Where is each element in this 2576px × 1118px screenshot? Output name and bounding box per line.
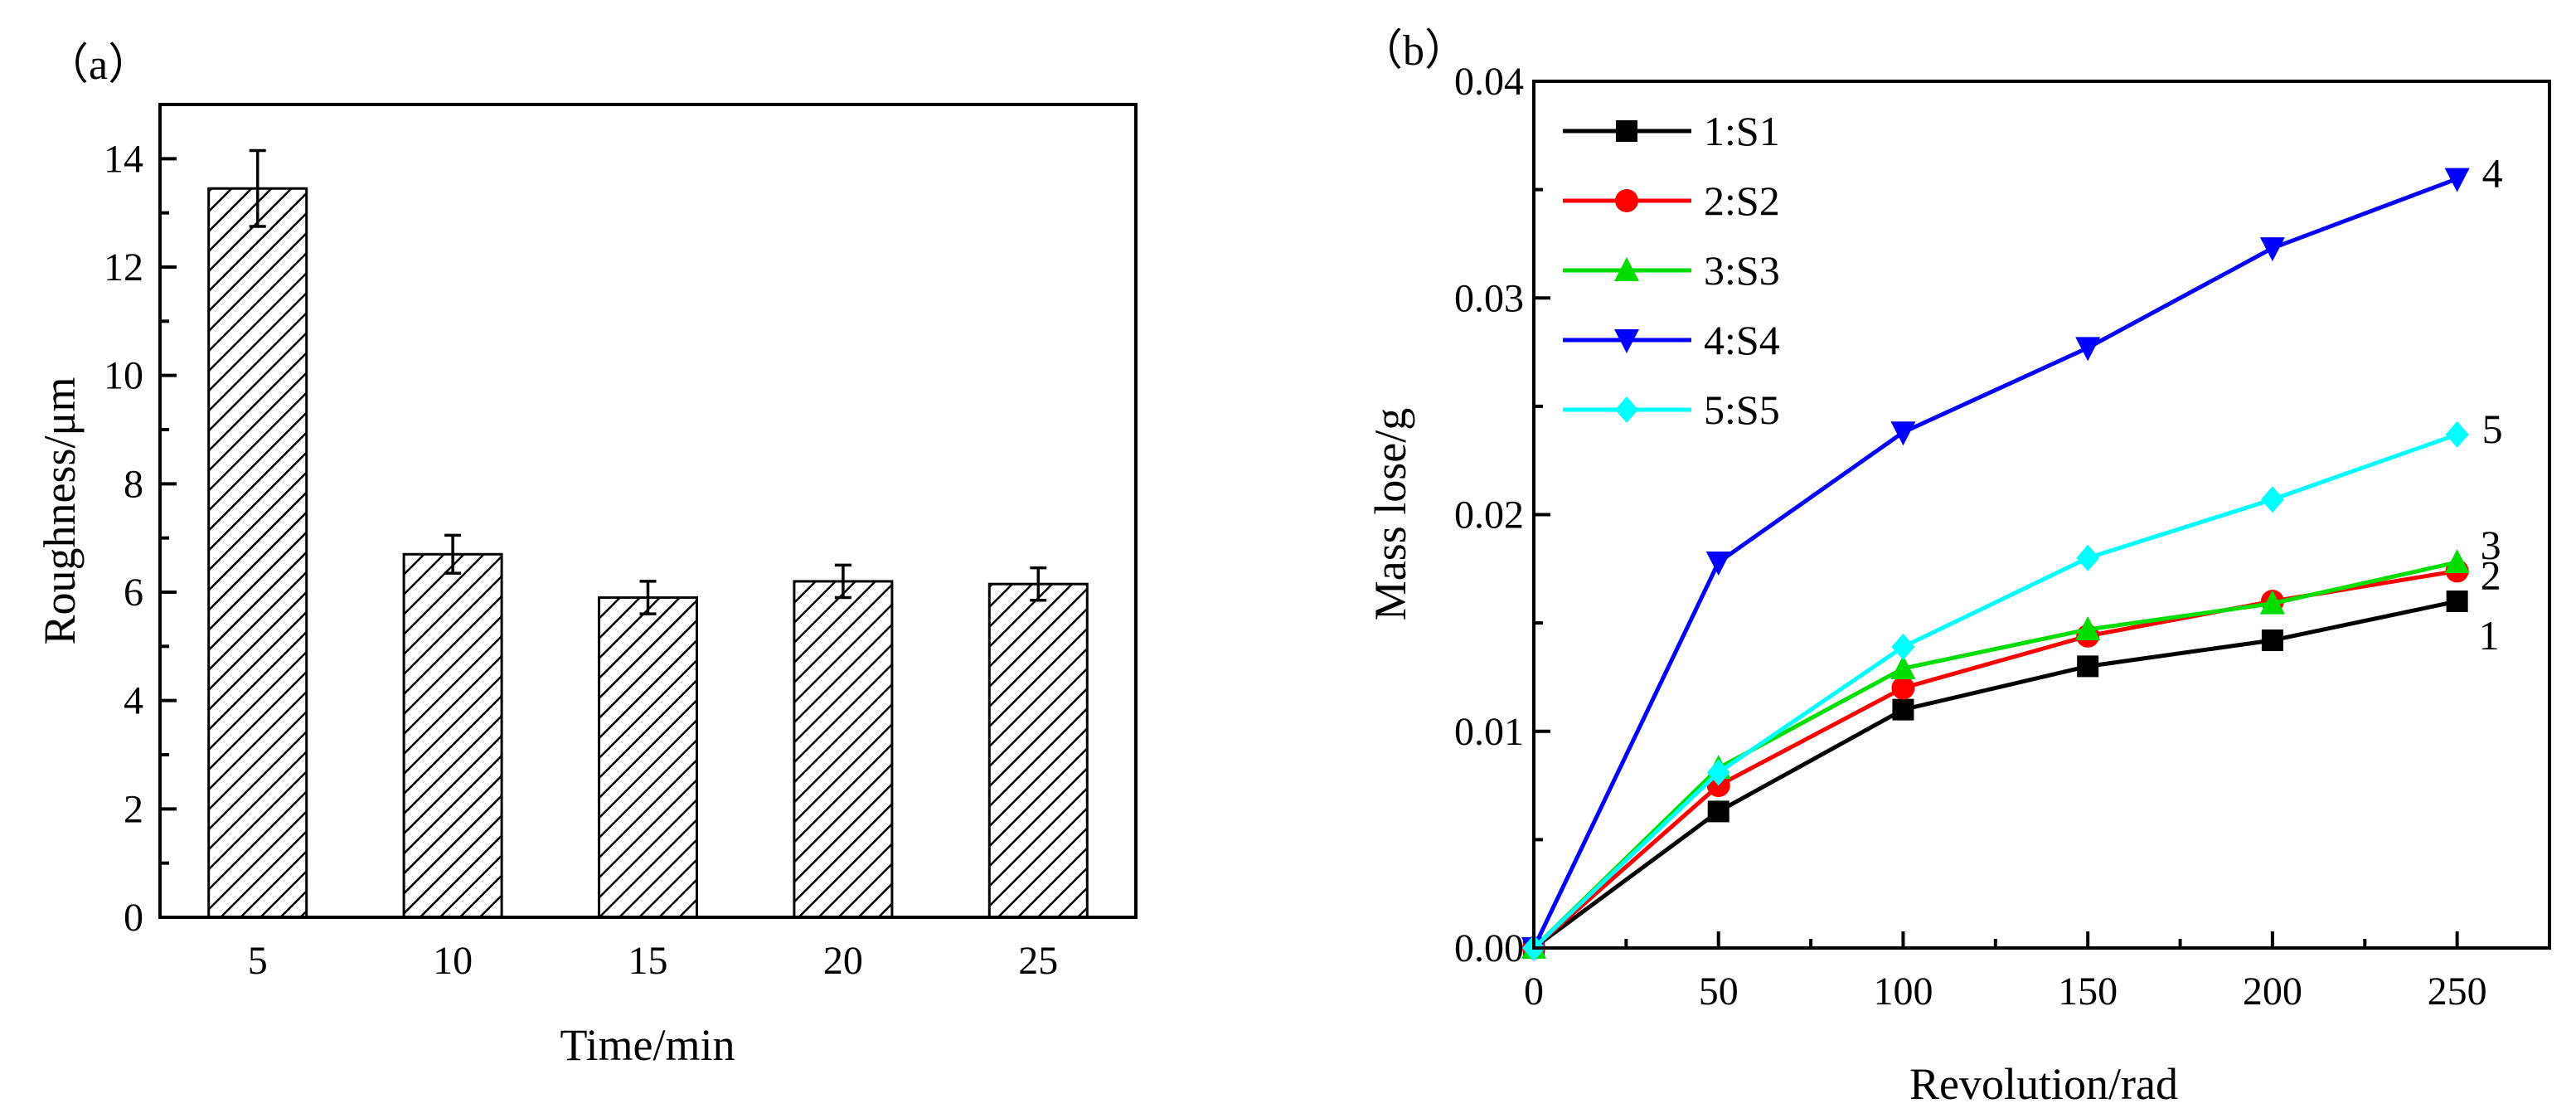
series-1-point-2 [1892, 698, 1914, 721]
x-tick-label: 50 [1699, 970, 1739, 1013]
panel-b-label: （b） [1360, 27, 1467, 75]
series-3-point-3 [2075, 615, 2101, 640]
series-4-point-5 [2444, 168, 2470, 192]
bar-15 [598, 596, 698, 919]
series-3-point-5 [2444, 548, 2470, 573]
y-tick-label: 6 [124, 571, 143, 615]
legend-label-5: 5:S5 [1704, 386, 1780, 433]
y-tick-label: 0.00 [1454, 926, 1524, 970]
series-line-5 [1532, 432, 2458, 950]
series-1-point-3 [2077, 655, 2099, 678]
series-4-point-2 [1890, 421, 1916, 446]
series-4-point-4 [2259, 237, 2285, 262]
series-2-point-2 [1891, 676, 1915, 700]
legend-label-3: 3:S3 [1704, 247, 1780, 294]
x-tick-label-20: 20 [823, 939, 863, 983]
y-tick-label: 0 [124, 896, 143, 940]
y-tick-label: 0.03 [1454, 276, 1524, 320]
panel-a-label: （a） [46, 41, 151, 89]
panel-b-plot-frame [1532, 80, 2551, 950]
y-tick-label: 0.04 [1454, 60, 1524, 104]
x-tick-label-15: 15 [628, 939, 668, 983]
end-label-1: 1 [2479, 612, 2500, 659]
y-tick-label: 12 [104, 245, 143, 289]
legend-marker-1 [1616, 120, 1637, 142]
x-tick-label: 150 [2058, 970, 2118, 1013]
y-tick-label: 2 [124, 787, 143, 831]
end-label-3: 3 [2481, 522, 2501, 568]
panel-a-y-axis-title: Roughness/μm [35, 377, 85, 645]
panel-a-bar-chart: （a） 0 2 4 6 8 10 12 14 5 10 15 20 25 Time/min Roughn… [35, 41, 1138, 1070]
legend-marker-3 [1614, 257, 1639, 281]
panel-b-x-axis-title: Revolution/rad [1909, 1059, 2178, 1109]
panel-a-plot-frame [158, 103, 1138, 919]
panel-b-legend: 1:S1 2:S2 3:S3 4:S4 5:S5 [1563, 108, 1780, 433]
series-line-2 [1532, 568, 2458, 950]
series-5-point-2 [1891, 633, 1915, 660]
panel-b-line-chart: （b） 0.000.010.020.030.040 50 100 150 200 250 … [1360, 27, 2551, 1109]
panel-b-ticks: 0.00 0.01 0.02 0.03 0.04 0 50 100 150 200 250 [1454, 60, 2487, 1013]
y-tick-label: 10 [104, 354, 143, 398]
y-tick-label: 0.01 [1454, 710, 1524, 754]
end-label-4: 4 [2482, 150, 2503, 197]
legend-label-2: 2:S2 [1704, 177, 1780, 224]
series-1-point-5 [2446, 591, 2468, 612]
series-4-point-3 [2075, 337, 2101, 362]
series-5-point-5 [2445, 420, 2469, 448]
series-3-point-2 [1890, 654, 1916, 679]
series-line-3 [1532, 560, 2458, 950]
bar-5 [207, 187, 308, 919]
y-tick-label: 8 [124, 462, 143, 506]
x-tick-label: 100 [1873, 970, 1933, 1013]
bar-10 [402, 552, 503, 919]
x-tick-label: 200 [2243, 970, 2302, 1013]
series-4-point-1 [1705, 551, 1731, 576]
x-tick-label-10: 10 [433, 939, 473, 983]
x-tick-label: 250 [2428, 970, 2487, 1013]
series-1-point-4 [2261, 629, 2283, 652]
y-tick-label: 0.02 [1454, 493, 1524, 537]
end-label-5: 5 [2482, 406, 2503, 452]
series-1-point-1 [1707, 800, 1729, 823]
end-label-2: 2 [2481, 552, 2501, 598]
y-tick-label: 4 [124, 679, 143, 723]
series-line-4 [1531, 177, 2458, 950]
x-tick-label: 0 [1524, 970, 1544, 1013]
panel-b-series [1521, 168, 2470, 961]
panel-b-y-axis-title: Mass lose/g [1366, 408, 1415, 621]
y-tick-label: 14 [104, 137, 143, 181]
bar-25 [987, 582, 1089, 919]
legend-label-1: 1:S1 [1704, 108, 1780, 154]
panel-a-ticks: 0 2 4 6 8 10 12 14 5 10 15 20 25 [104, 137, 1058, 983]
legend-marker-5 [1615, 396, 1638, 423]
series-3-point-4 [2259, 590, 2285, 615]
series-5-point-4 [2260, 486, 2284, 513]
series-5-point-3 [2076, 544, 2100, 571]
series-line-1 [1532, 599, 2458, 950]
panel-a-bars [207, 148, 1089, 919]
x-tick-label-25: 25 [1018, 939, 1058, 983]
x-tick-label-5: 5 [248, 939, 268, 983]
legend-marker-4 [1614, 329, 1639, 353]
bar-20 [793, 580, 894, 919]
series-5-point-1 [1706, 759, 1730, 786]
panel-a-x-axis-title: Time/min [560, 1020, 735, 1070]
legend-marker-2 [1615, 189, 1638, 212]
legend-label-4: 4:S4 [1704, 317, 1780, 363]
